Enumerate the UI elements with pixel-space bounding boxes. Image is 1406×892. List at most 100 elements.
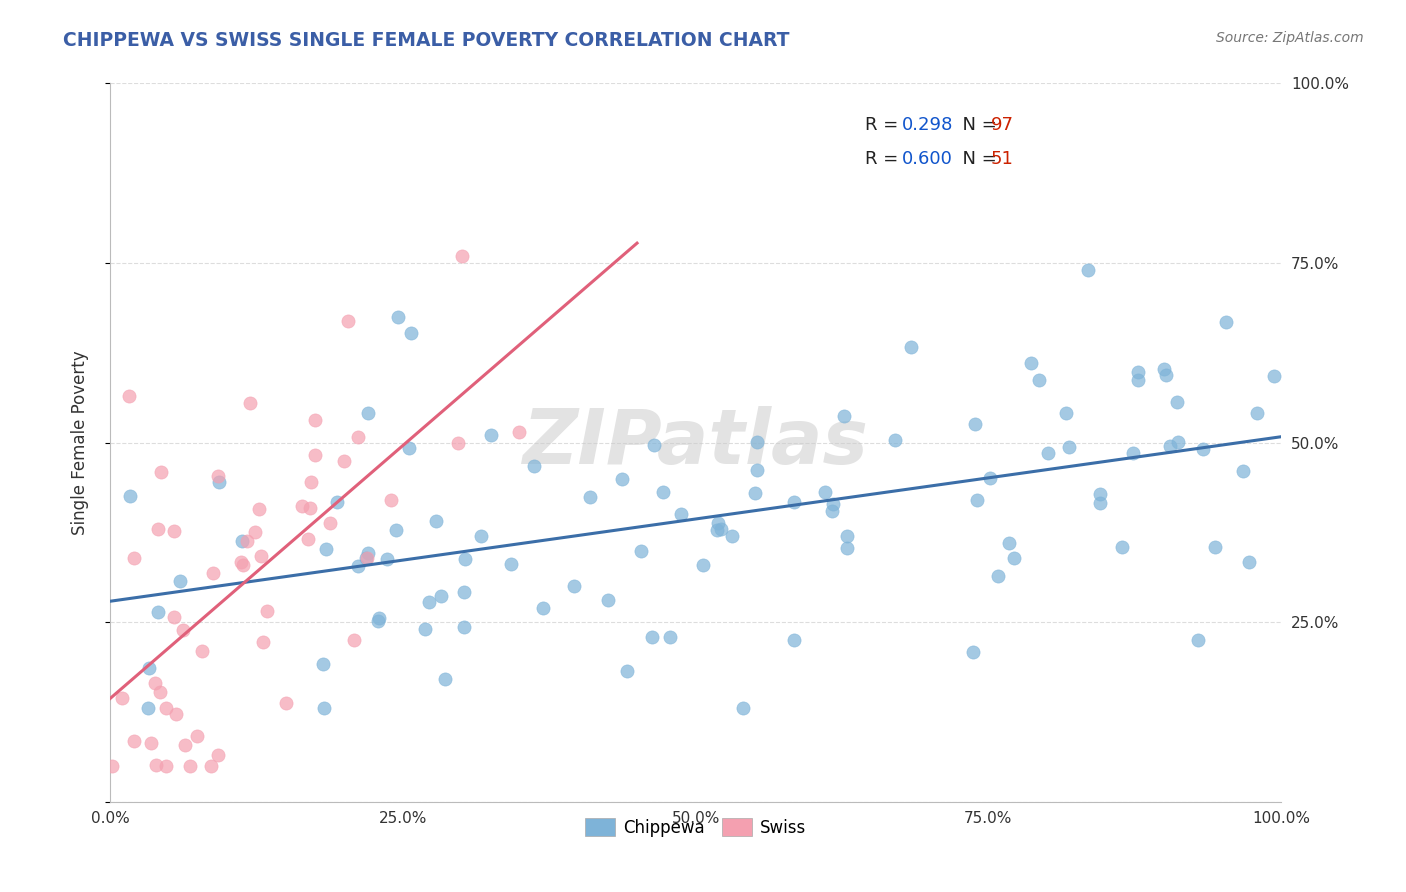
Point [1153,361,1175,376]
Point [122,551,145,566]
Point [709,522,731,536]
Point [451,249,474,263]
Point [208,475,231,489]
Point [163,610,186,624]
Point [643,437,665,451]
Point [231,533,253,548]
Point [200,758,222,772]
Text: CHIPPEWA VS SWISS SINGLE FEMALE POVERTY CORRELATION CHART: CHIPPEWA VS SWISS SINGLE FEMALE POVERTY … [63,31,790,50]
Point [202,566,225,581]
Point [1111,541,1133,555]
Point [186,729,208,743]
Point [425,514,447,528]
Point [814,485,837,500]
Point [508,425,530,439]
Point [641,630,664,644]
Point [499,557,522,571]
Point [138,661,160,675]
Point [1122,446,1144,460]
Text: R =: R = [865,150,904,168]
Point [291,499,314,513]
Point [299,475,322,489]
Point [380,493,402,508]
Point [357,406,380,420]
Point [336,314,359,328]
Point [173,738,195,752]
Point [1126,373,1149,387]
Point [111,690,134,705]
Point [398,441,420,455]
Point [430,590,453,604]
Point [384,523,406,537]
Point [733,701,755,715]
Point [315,542,337,557]
Text: N =: N = [950,117,1002,135]
Point [143,676,166,690]
Point [387,310,409,325]
Point [346,558,368,573]
Point [304,413,326,427]
Point [987,568,1010,582]
Point [155,758,177,772]
Point [141,736,163,750]
Point [1021,356,1043,370]
Point [1038,446,1060,460]
Point [1237,555,1260,569]
Point [564,578,586,592]
Point [333,454,356,468]
Point [136,701,159,715]
Point [172,623,194,637]
Text: Source: ZipAtlas.com: Source: ZipAtlas.com [1216,31,1364,45]
Point [1154,368,1177,382]
Point [413,622,436,636]
Point [252,635,274,649]
Point [375,552,398,566]
Point [707,516,730,531]
Point [630,543,652,558]
Y-axis label: Single Female Poverty: Single Female Poverty [72,351,89,535]
Point [837,541,859,555]
Point [243,525,266,540]
Point [454,552,477,566]
Point [883,433,905,447]
Point [1159,440,1181,454]
Point [146,605,169,619]
Point [150,465,173,479]
Point [744,486,766,500]
Point [651,484,673,499]
Point [146,522,169,536]
Point [596,592,619,607]
Point [721,529,744,543]
Point [470,528,492,542]
Point [834,409,856,424]
Point [1057,440,1080,454]
Point [1166,394,1188,409]
Point [900,340,922,354]
Point [1204,540,1226,554]
Point [523,459,546,474]
Point [835,529,858,543]
Point [1028,373,1050,387]
Point [343,632,366,647]
Point [299,500,322,515]
Point [179,758,201,772]
Point [1002,550,1025,565]
Point [706,524,728,538]
Point [155,700,177,714]
Point [346,430,368,444]
Point [239,395,262,409]
Point [821,497,844,511]
Point [118,389,141,403]
Text: N =: N = [950,150,1002,168]
Point [1088,487,1111,501]
Point [1192,442,1215,457]
Point [745,434,768,449]
Text: 51: 51 [991,150,1014,168]
Text: 0.600: 0.600 [901,150,952,168]
Point [163,524,186,538]
Point [356,550,378,565]
Point [312,701,335,715]
Point [399,326,422,340]
Point [692,558,714,572]
Point [249,549,271,563]
